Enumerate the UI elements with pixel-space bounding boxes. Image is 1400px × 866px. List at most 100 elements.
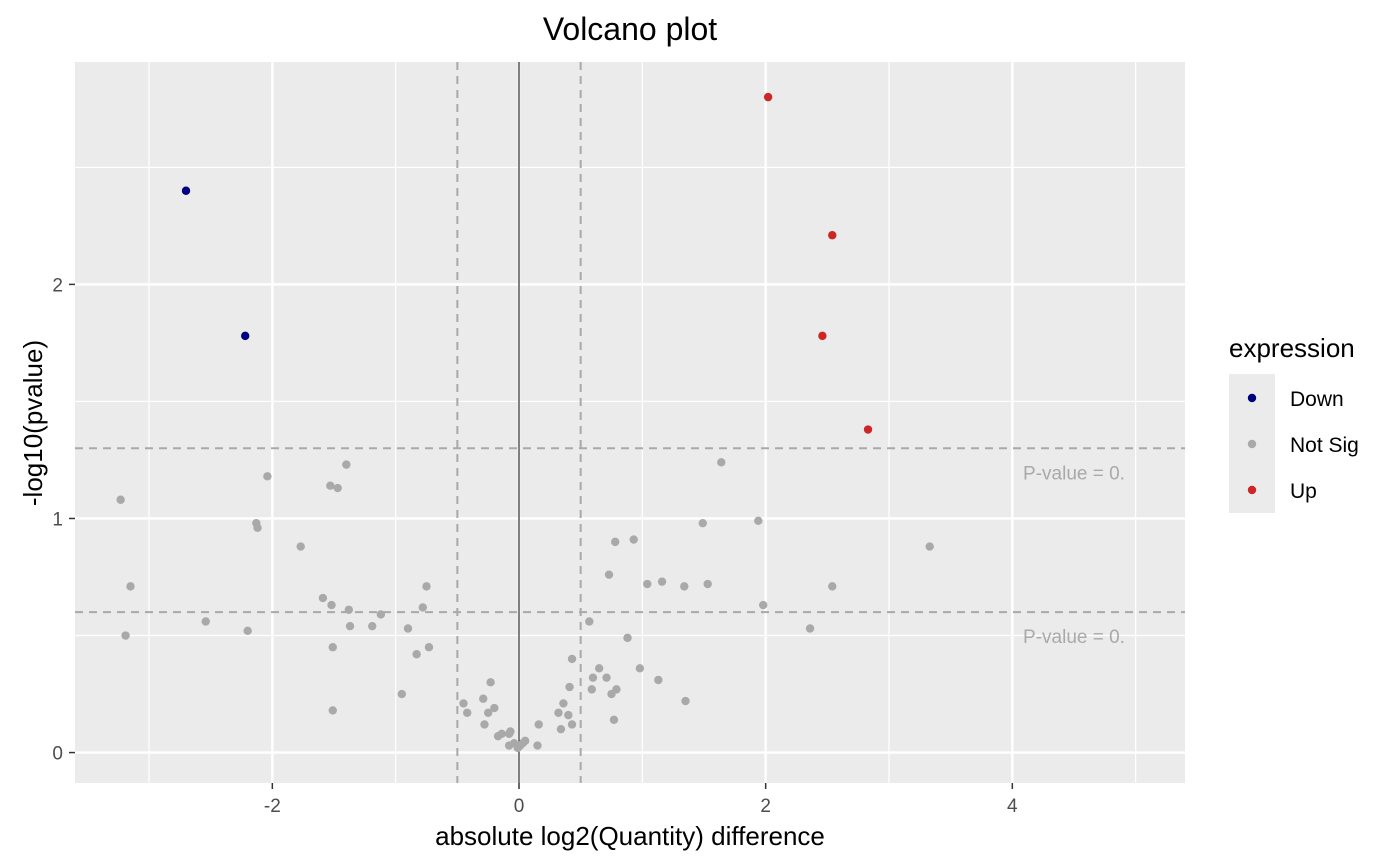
legend-key — [1247, 439, 1257, 449]
data-point-not-sig — [828, 582, 837, 591]
data-point-not-sig — [201, 617, 210, 626]
data-point-not-sig — [424, 643, 434, 652]
x-axis-ticks: -2 0 2 4 — [264, 783, 1018, 817]
data-point-not-sig — [490, 703, 499, 713]
data-point-not-sig — [565, 682, 574, 692]
data-point-not-sig — [333, 483, 342, 493]
y-tick-label: 1 — [52, 509, 63, 530]
data-point-not-sig — [344, 605, 353, 614]
data-point-not-sig — [585, 617, 594, 626]
data-point-not-sig — [654, 675, 663, 685]
x-tick-label: 0 — [514, 796, 525, 817]
data-point-not-sig — [345, 621, 355, 631]
y-tick-label: 0 — [52, 744, 63, 765]
data-point-not-sig — [587, 685, 596, 694]
data-point-not-sig — [126, 582, 135, 591]
data-point-not-sig — [609, 715, 619, 724]
data-point-not-sig — [479, 694, 488, 703]
data-point-not-sig — [327, 600, 336, 610]
data-point-not-sig — [703, 579, 712, 589]
data-point-not-sig — [559, 699, 568, 708]
data-point-not-sig — [497, 729, 506, 739]
data-point-not-sig — [643, 579, 652, 589]
data-point-up — [863, 425, 873, 434]
data-point-not-sig — [611, 537, 620, 547]
x-tick-label: -2 — [264, 796, 281, 817]
data-point-not-sig — [376, 610, 386, 619]
legend-label: Down — [1290, 388, 1344, 411]
data-point-not-sig — [397, 689, 407, 699]
data-point-not-sig — [412, 650, 421, 659]
legend-key — [1247, 393, 1257, 403]
data-point-not-sig — [698, 518, 707, 528]
data-point-not-sig — [629, 535, 638, 544]
data-point-not-sig — [759, 600, 768, 610]
data-point-not-sig — [533, 741, 542, 750]
y-axis-label: -log10(pvalue) — [18, 340, 48, 506]
data-point-not-sig — [328, 643, 337, 652]
data-point-not-sig — [925, 542, 934, 551]
data-points — [116, 92, 934, 753]
data-point-not-sig — [418, 603, 427, 612]
data-point-not-sig — [486, 678, 495, 687]
x-tick-label: 4 — [1007, 796, 1018, 817]
data-point-not-sig — [567, 654, 577, 664]
data-point-not-sig — [483, 708, 493, 717]
data-point-up — [763, 92, 773, 102]
x-tick-label: 2 — [760, 796, 771, 817]
data-point-not-sig — [681, 696, 690, 706]
data-point-not-sig — [604, 570, 614, 579]
data-point-not-sig — [717, 458, 726, 467]
threshold-annotation: P-value = 0. — [1023, 463, 1125, 484]
data-point-not-sig — [243, 626, 252, 636]
data-point-not-sig — [520, 736, 530, 746]
data-point-not-sig — [602, 673, 611, 682]
data-point-not-sig — [403, 624, 413, 633]
data-point-not-sig — [623, 633, 632, 643]
legend: expression Down Not Sig Up — [1229, 333, 1359, 513]
data-point-not-sig — [326, 481, 335, 490]
data-point-not-sig — [635, 664, 645, 673]
data-point-not-sig — [263, 472, 272, 481]
data-point-not-sig — [296, 542, 305, 551]
data-point-not-sig — [253, 523, 262, 533]
legend-key — [1247, 485, 1257, 495]
data-point-not-sig — [422, 582, 431, 591]
y-axis-ticks: 0 1 2 — [52, 275, 75, 765]
data-point-not-sig — [594, 664, 604, 673]
data-point-not-sig — [567, 720, 577, 729]
data-point-not-sig — [680, 582, 689, 591]
data-point-not-sig — [534, 720, 543, 729]
data-point-down — [181, 186, 191, 195]
legend-title: expression — [1229, 333, 1355, 363]
plot-panel — [75, 62, 1185, 783]
threshold-annotation: P-value = 0. — [1023, 627, 1125, 648]
data-point-not-sig — [556, 724, 566, 734]
data-point-not-sig — [342, 460, 351, 469]
data-point-not-sig — [480, 720, 489, 729]
data-point-not-sig — [121, 631, 130, 640]
data-point-not-sig — [116, 495, 125, 504]
data-point-not-sig — [554, 708, 563, 717]
x-axis-label: absolute log2(Quantity) difference — [435, 821, 825, 851]
data-point-not-sig — [463, 708, 472, 717]
data-point-not-sig — [564, 710, 573, 720]
legend-label: Up — [1290, 480, 1317, 503]
data-point-not-sig — [459, 699, 468, 708]
reference-lines — [75, 62, 1185, 783]
threshold-annotations: P-value = 0. P-value = 0. — [1023, 463, 1125, 648]
data-point-not-sig — [657, 577, 667, 586]
data-point-not-sig — [588, 673, 598, 682]
data-point-not-sig — [328, 706, 337, 715]
data-point-not-sig — [612, 685, 621, 694]
chart-title: Volcano plot — [543, 11, 717, 47]
data-point-not-sig — [754, 516, 763, 526]
data-point-up — [818, 331, 827, 341]
data-point-not-sig — [318, 593, 328, 603]
legend-label: Not Sig — [1290, 434, 1359, 457]
data-point-not-sig — [368, 621, 377, 631]
y-tick-label: 2 — [52, 275, 63, 296]
data-point-down — [241, 331, 250, 341]
data-point-not-sig — [506, 727, 515, 736]
